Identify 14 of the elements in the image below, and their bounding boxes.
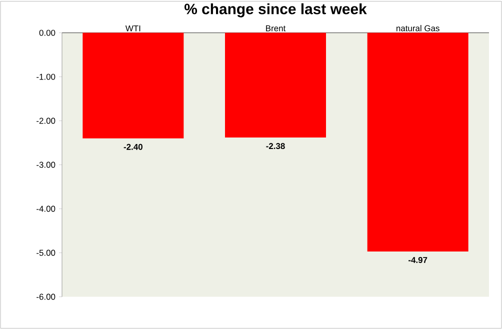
y-tick-label: -1.00 [36,74,56,80]
x-tick-label: WTI [125,26,140,32]
y-tick-label: -4.00 [36,206,56,212]
chart-title: % change since last week [184,3,367,18]
data-label: -2.38 [266,143,285,150]
x-tick-label: Brent [266,25,286,32]
data-label: -4.97 [408,257,428,264]
y-tick-label: 0.00 [39,30,56,36]
y-tick-label: -6.00 [36,294,56,300]
y-tick-label: -3.00 [36,162,56,168]
x-tick-label: natural Gas [396,25,440,32]
y-tick-label: -2.00 [36,118,56,124]
y-tick-label: -5.00 [36,250,56,256]
data-label: -2.40 [124,144,142,150]
